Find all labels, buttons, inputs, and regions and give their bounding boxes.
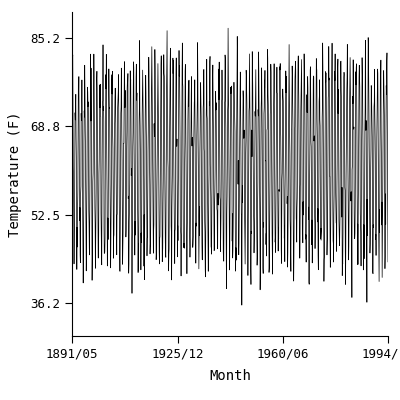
Y-axis label: Temperature (F): Temperature (F) — [8, 111, 22, 237]
X-axis label: Month: Month — [209, 369, 251, 383]
